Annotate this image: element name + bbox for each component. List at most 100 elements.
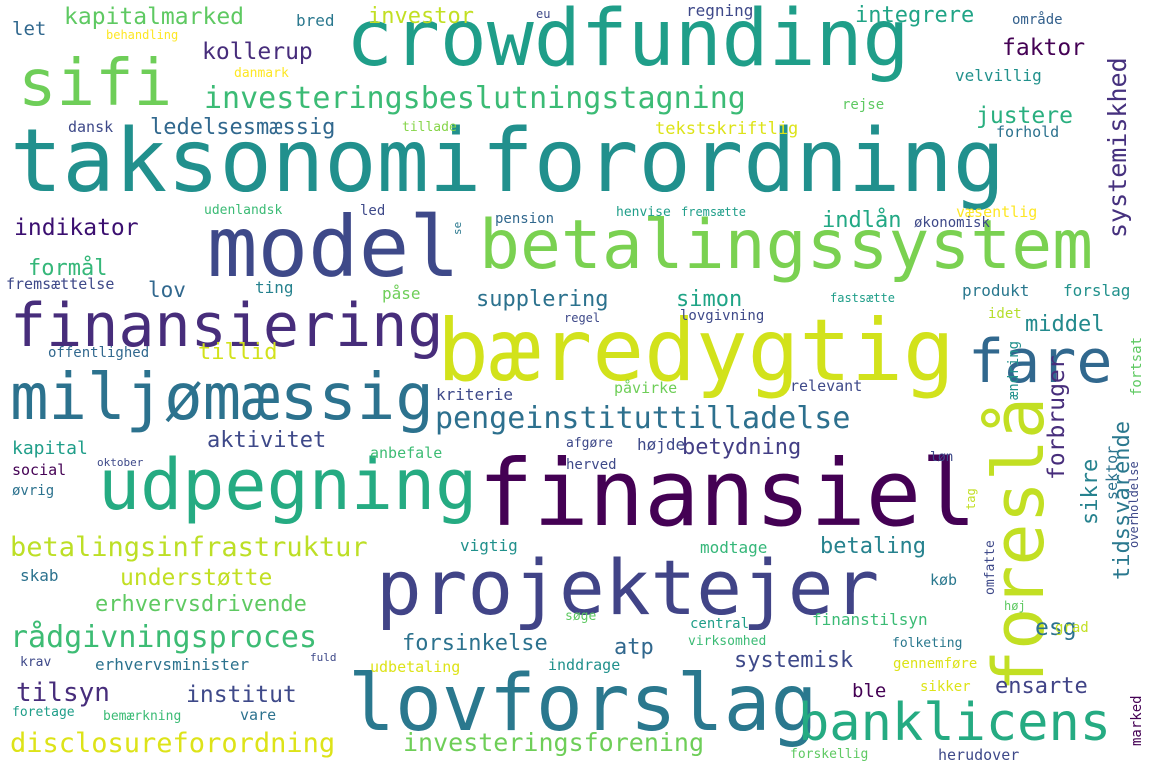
word-marked: marked bbox=[1129, 695, 1145, 746]
word-supplering: supplering bbox=[476, 287, 609, 312]
word-fastsaette: fastsætte bbox=[830, 291, 896, 305]
word-hoej: høj bbox=[1004, 599, 1026, 613]
word-let: let bbox=[12, 18, 47, 40]
word-finansiel: finansiel bbox=[478, 440, 977, 547]
word-forsinkelse: forsinkelse bbox=[402, 631, 548, 656]
word-anbefale: anbefale bbox=[370, 444, 443, 462]
word-led: led bbox=[360, 203, 386, 219]
word-hoejde: højde bbox=[637, 435, 686, 454]
word-raadgivningsproces: rådgivningsproces bbox=[10, 620, 318, 655]
word-skab: skab bbox=[20, 566, 59, 585]
word-tillade: tillade bbox=[402, 120, 457, 135]
word-central: central bbox=[690, 616, 750, 632]
word-velvillig: velvillig bbox=[955, 66, 1042, 85]
word-aktivitet: aktivitet bbox=[207, 428, 327, 453]
word-udenlandsk: udenlandsk bbox=[204, 203, 283, 218]
word-rejse: rejse bbox=[842, 97, 885, 113]
word-lovgivning: lovgivning bbox=[680, 308, 765, 324]
word-fremsaette: fremsætte bbox=[681, 205, 747, 219]
word-forbruger: forbruger bbox=[1044, 355, 1070, 480]
word-erhvervsdrivende: erhvervsdrivende bbox=[95, 592, 307, 617]
word-understoette: understøtte bbox=[120, 565, 273, 591]
word-udbetaling: udbetaling bbox=[370, 658, 461, 676]
word-taksonomiforordning: taksonomiforordning bbox=[10, 110, 1006, 212]
word-kapital: kapital bbox=[12, 438, 88, 459]
word-institut: institut bbox=[186, 682, 297, 708]
word-betaling: betaling bbox=[820, 534, 926, 559]
word-formaal: formål bbox=[28, 256, 108, 281]
word-regning: regning bbox=[686, 1, 754, 20]
word-fremsaettelse: fremsættelse bbox=[6, 275, 115, 293]
word-tekstskriftlig: tekstskriftlig bbox=[655, 119, 799, 139]
word-offentlighed: offentlighed bbox=[48, 345, 150, 361]
word-finansiering: finansiering bbox=[10, 291, 444, 361]
word-betalingsinfrastruktur: betalingsinfrastruktur bbox=[10, 532, 368, 563]
word-kollerup: kollerup bbox=[202, 39, 313, 65]
word-soege: søge bbox=[565, 609, 597, 624]
word-investor: investor bbox=[368, 4, 474, 29]
word-gennemfoere: gennemføre bbox=[893, 656, 978, 672]
word-justere: justere bbox=[976, 103, 1073, 129]
word-tilsyn: tilsyn bbox=[16, 678, 110, 708]
word-forslag: forslag bbox=[1063, 281, 1131, 300]
word-banklicens: banklicens bbox=[798, 693, 1112, 753]
word-vigtig: vigtig bbox=[460, 536, 518, 555]
word-integrere: integrere bbox=[855, 3, 975, 28]
word-danmark: danmark bbox=[234, 66, 289, 81]
word-inddrage: inddrage bbox=[548, 656, 621, 674]
word-bemaerkning: bemærkning bbox=[103, 709, 182, 724]
word-omraade: område bbox=[1012, 12, 1063, 28]
word-forhold: forhold bbox=[996, 123, 1060, 141]
word-indlaan: indlån bbox=[822, 208, 902, 233]
word-behandling: behandling bbox=[106, 28, 179, 42]
word-herudover: herudover bbox=[938, 746, 1020, 764]
word-henvise: henvise bbox=[616, 205, 671, 220]
word-lovforslag: lovforslag bbox=[348, 659, 818, 749]
word-disclosureforordning: disclosureforordning bbox=[10, 728, 336, 759]
word-modtage: modtage bbox=[700, 538, 768, 557]
word-ensarte: ensarte bbox=[995, 674, 1088, 699]
word-faktor: faktor bbox=[1002, 35, 1086, 61]
word-foretage: foretage bbox=[12, 705, 75, 720]
word-oktober: oktober bbox=[97, 456, 144, 469]
word-projektejer: projektejer bbox=[376, 543, 880, 632]
word-ting: ting bbox=[255, 278, 294, 297]
word-folketing: folketing bbox=[892, 636, 963, 651]
word-pengeinstituttilladelse: pengeinstituttilladelse bbox=[435, 401, 851, 436]
word-oevrig: øvrig bbox=[12, 483, 55, 499]
word-ledelsesmaessig: ledelsesmæssig bbox=[150, 115, 336, 140]
word-crowdfunding: crowdfunding bbox=[346, 0, 910, 84]
word-omfatte: omfatte bbox=[983, 540, 998, 595]
word-fuld: fuld bbox=[310, 651, 337, 664]
word-produkt: produkt bbox=[962, 281, 1030, 300]
word-loen: løn bbox=[930, 450, 954, 465]
word-regel: regel bbox=[564, 311, 601, 325]
word-grad: grad bbox=[1055, 620, 1089, 636]
word-sektor: sektor bbox=[1103, 445, 1121, 500]
word-pension: pension bbox=[495, 211, 555, 227]
word-kapitalmarked: kapitalmarked bbox=[64, 4, 245, 30]
word-aendring: ændring bbox=[1006, 340, 1022, 400]
word-overholdelse: overholdelse bbox=[1127, 461, 1141, 548]
word-simon: simon bbox=[676, 287, 743, 312]
word-eu: eu bbox=[536, 7, 551, 21]
word-forskellig: forskellig bbox=[790, 747, 869, 762]
word-sifi: sifi bbox=[18, 47, 173, 121]
word-social: social bbox=[12, 461, 67, 479]
word-krav: krav bbox=[20, 655, 52, 670]
word-erhvervsminister: erhvervsminister bbox=[95, 655, 250, 674]
word-bred: bred bbox=[296, 11, 335, 30]
word-fortsat: fortsat bbox=[1129, 336, 1145, 396]
word-dansk: dansk bbox=[68, 118, 114, 136]
word-betydning: betydning bbox=[682, 435, 802, 460]
word-betalingssystem: betalingssystem bbox=[479, 206, 1094, 285]
word-koeb: køb bbox=[930, 571, 958, 589]
word-tillid: tillid bbox=[198, 340, 278, 365]
word-paavirke: påvirke bbox=[614, 379, 678, 397]
word-systemisk: systemisk bbox=[734, 648, 854, 673]
word-atp: atp bbox=[614, 635, 654, 660]
word-idet: idet bbox=[988, 306, 1022, 322]
word-virksomhed: virksomhed bbox=[688, 634, 767, 649]
word-ble: ble bbox=[852, 680, 887, 702]
